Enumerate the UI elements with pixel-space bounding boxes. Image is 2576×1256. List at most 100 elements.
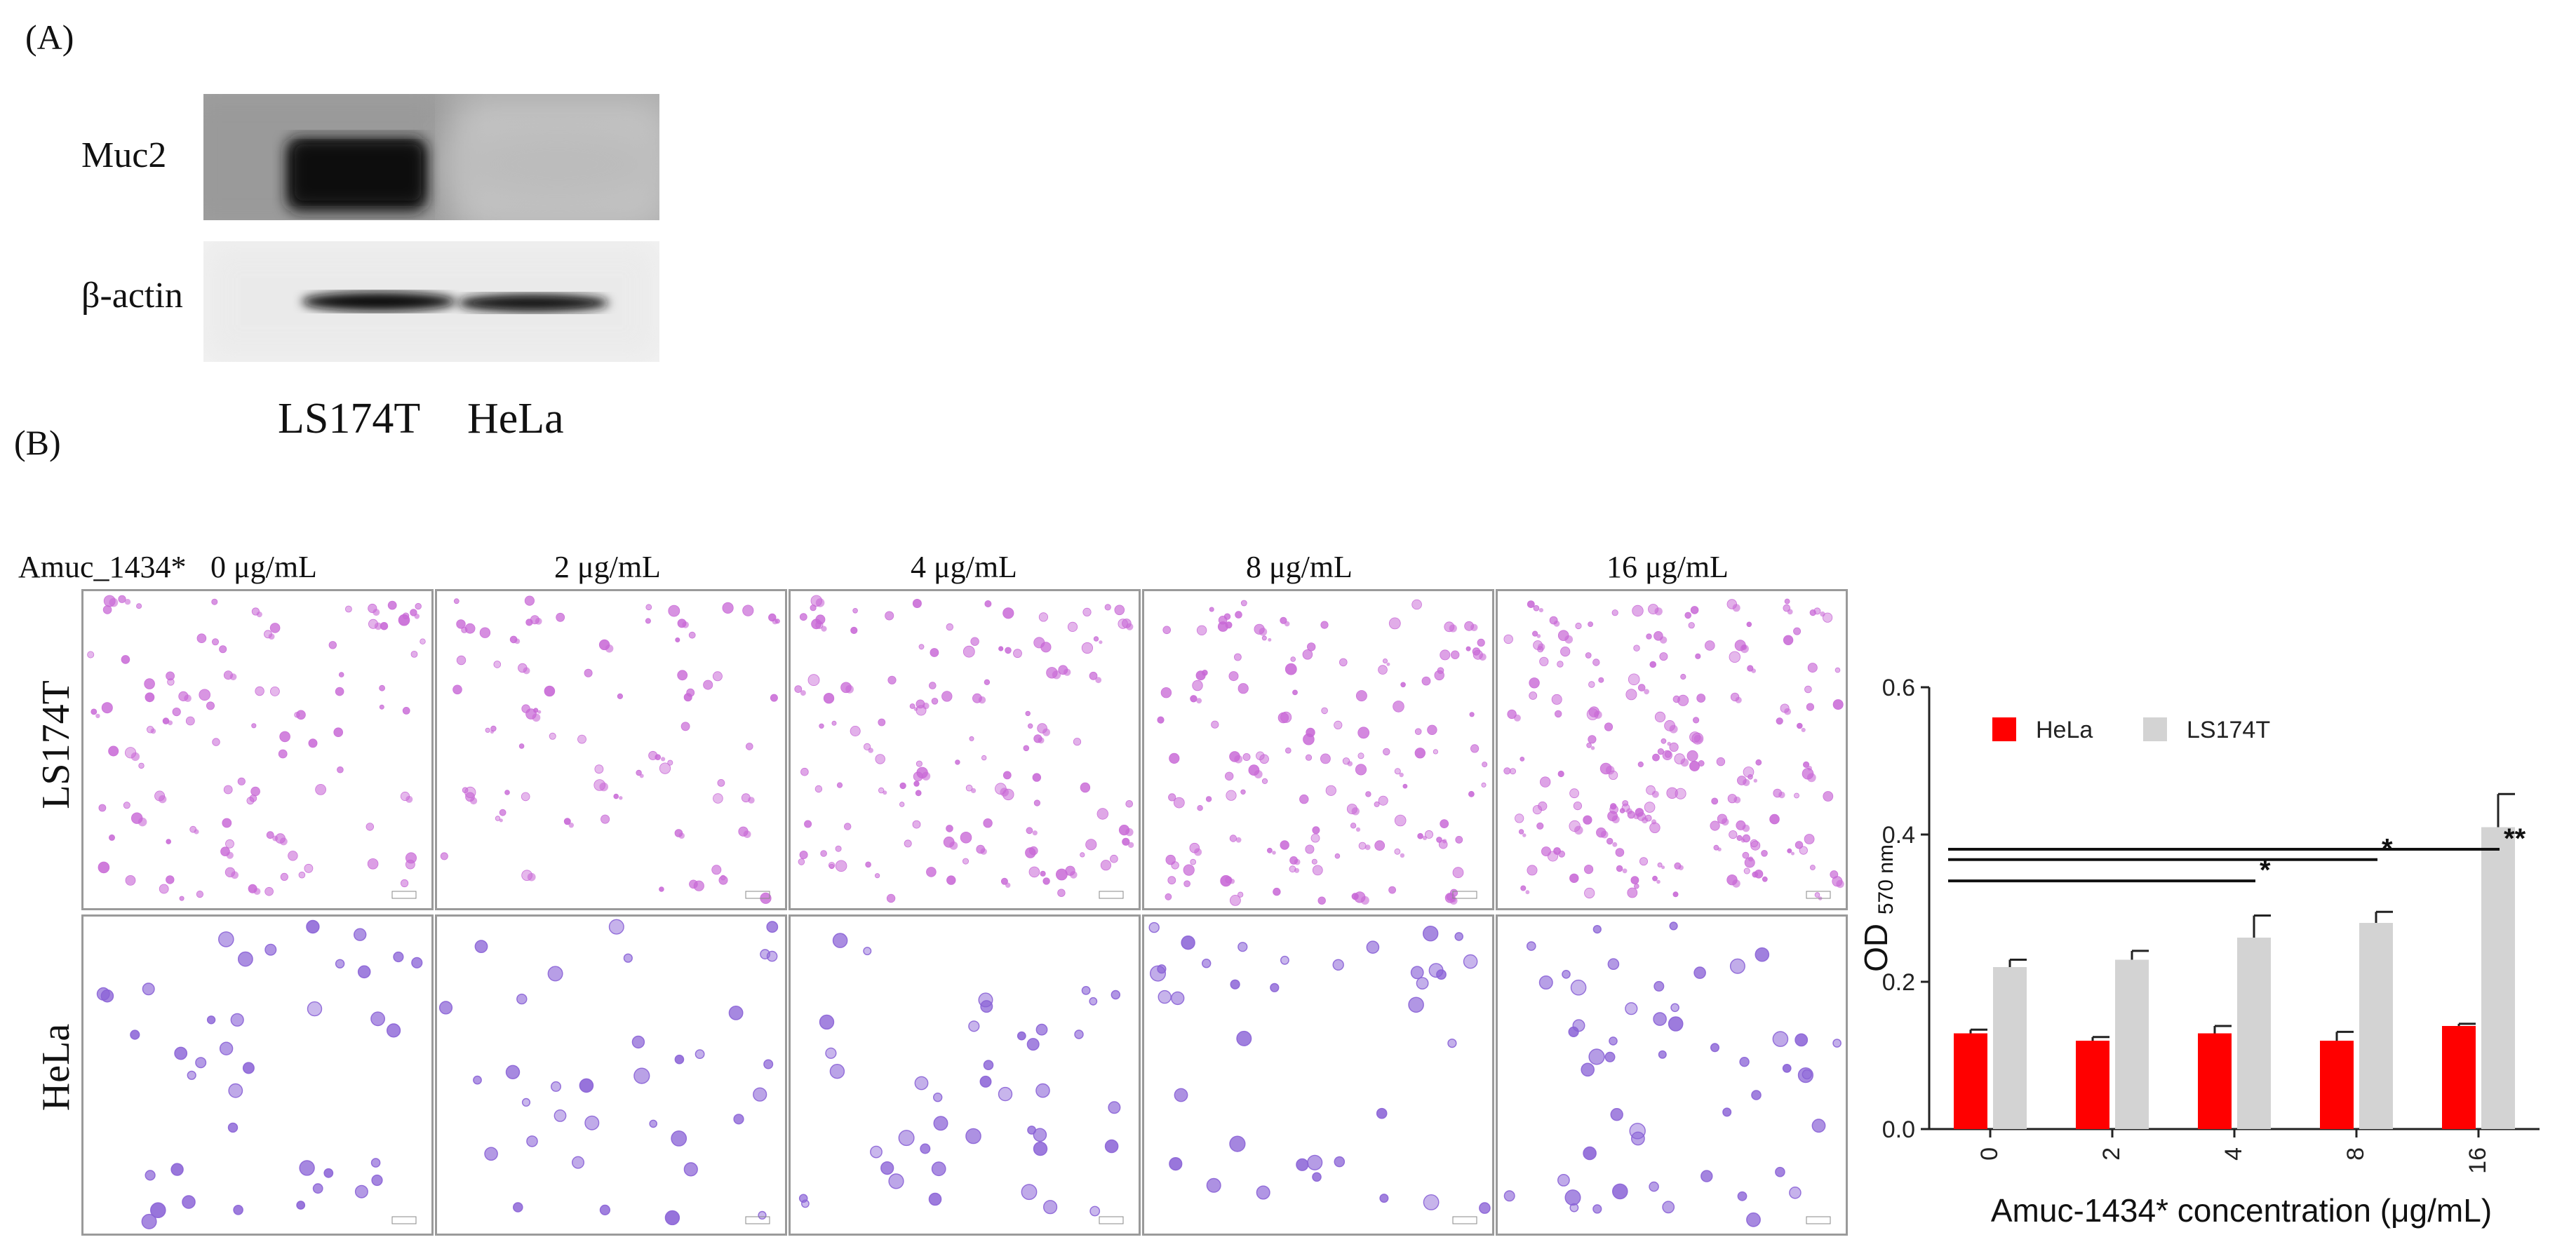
- stained-cell: [102, 605, 112, 614]
- stained-cell: [1388, 617, 1401, 630]
- stained-cell: [1414, 748, 1426, 759]
- stained-cell: [1573, 801, 1583, 811]
- stained-cell: [577, 734, 586, 744]
- stained-cell: [172, 708, 181, 717]
- stained-cell: [1234, 755, 1243, 764]
- stained-cell: [237, 777, 246, 785]
- stained-cell: [1680, 758, 1689, 767]
- x-tick-label: 2: [2098, 1147, 2125, 1161]
- stained-cell: [912, 598, 922, 608]
- stained-cell: [807, 674, 820, 687]
- stained-cell: [223, 785, 233, 795]
- stained-cell: [1592, 1204, 1602, 1214]
- stained-cell: [1440, 649, 1451, 661]
- stained-cell: [226, 851, 234, 859]
- stained-cell: [825, 1047, 837, 1059]
- stained-cell: [613, 793, 619, 799]
- stained-cell: [1033, 1141, 1048, 1156]
- stained-cell: [1747, 774, 1753, 780]
- column-label-8: 8 μg/mL: [1246, 550, 1353, 584]
- stained-cell: [242, 1062, 255, 1074]
- stained-cell: [835, 845, 842, 852]
- stained-cell: [1609, 803, 1617, 810]
- stained-cell: [1748, 856, 1754, 862]
- stained-cell: [328, 641, 337, 649]
- stained-cell: [1606, 837, 1614, 845]
- stained-cell: [633, 1067, 650, 1084]
- stained-cell: [1605, 765, 1615, 775]
- stained-cell: [1585, 652, 1592, 659]
- stained-cell: [379, 684, 386, 691]
- stained-cell: [1696, 694, 1706, 703]
- stained-cell: [1743, 867, 1750, 875]
- stained-cell: [1032, 830, 1038, 836]
- stained-cell: [1651, 790, 1659, 798]
- micrograph-hela-16: [1496, 914, 1848, 1236]
- stained-cell: [1592, 925, 1602, 934]
- stained-cell: [87, 651, 95, 659]
- stained-cell: [1433, 749, 1438, 755]
- stained-cell: [912, 820, 921, 829]
- stained-cell: [136, 603, 142, 609]
- stained-cell: [835, 860, 847, 872]
- stained-cell: [1710, 821, 1720, 831]
- stained-cell: [1347, 761, 1353, 767]
- stained-cell: [1653, 980, 1665, 992]
- stained-cell: [819, 1014, 835, 1030]
- stained-cell: [526, 1135, 538, 1147]
- stained-cell: [1028, 866, 1040, 878]
- stained-cell: [1067, 621, 1078, 633]
- stained-cell: [904, 839, 912, 848]
- y-tick-label: 0.0: [1882, 1116, 1915, 1143]
- scale-bar: [1806, 891, 1831, 899]
- stained-cell: [95, 713, 100, 719]
- stained-cell: [720, 875, 726, 881]
- stained-cell: [794, 685, 803, 694]
- row-label-hela: HeLa: [34, 1023, 78, 1112]
- stained-cell: [1695, 653, 1701, 659]
- micrograph-ls174t-16: [1496, 589, 1848, 910]
- legend-swatch-ls174t: [2143, 717, 2167, 741]
- stained-cell: [1732, 879, 1740, 888]
- micrograph-ls174t-0: [81, 589, 434, 910]
- stained-cell: [1654, 711, 1666, 722]
- stained-cell: [1670, 1003, 1679, 1013]
- stained-cell: [523, 667, 530, 675]
- stained-cell: [1751, 668, 1756, 673]
- stained-cell: [584, 668, 593, 677]
- stained-cell: [1080, 852, 1085, 858]
- y-tick-label: 0.4: [1882, 822, 1915, 849]
- stained-cell: [211, 638, 219, 646]
- stained-cell: [387, 1023, 401, 1038]
- stained-cell: [1334, 853, 1341, 859]
- stained-cell: [405, 852, 417, 864]
- stained-cell: [1240, 789, 1246, 795]
- stained-cell: [885, 611, 894, 621]
- stained-cell: [514, 638, 521, 644]
- stained-cell: [1675, 788, 1686, 799]
- stained-cell: [296, 710, 306, 720]
- stained-cell: [1469, 712, 1475, 717]
- stained-cell: [1374, 840, 1386, 851]
- stained-cell: [251, 723, 257, 729]
- stained-cell: [400, 879, 409, 888]
- stained-cell: [728, 1005, 744, 1020]
- stained-cell: [1804, 834, 1815, 844]
- stained-cell: [763, 1059, 774, 1069]
- stained-cell: [1125, 799, 1134, 808]
- stained-cell: [219, 645, 227, 654]
- stained-cell: [631, 1035, 645, 1049]
- stained-cell: [923, 702, 930, 710]
- stained-cell: [599, 782, 608, 792]
- stained-cell: [354, 928, 367, 941]
- stained-cell: [717, 778, 725, 787]
- stained-cell: [921, 771, 931, 781]
- stained-cell: [675, 637, 680, 643]
- stained-cell: [1171, 861, 1179, 870]
- stained-cell: [1002, 607, 1014, 619]
- stained-cell: [1729, 830, 1738, 839]
- stained-cell: [168, 720, 173, 726]
- stained-cell: [410, 651, 418, 658]
- stained-cell: [758, 1210, 767, 1220]
- stained-cell: [1080, 782, 1091, 793]
